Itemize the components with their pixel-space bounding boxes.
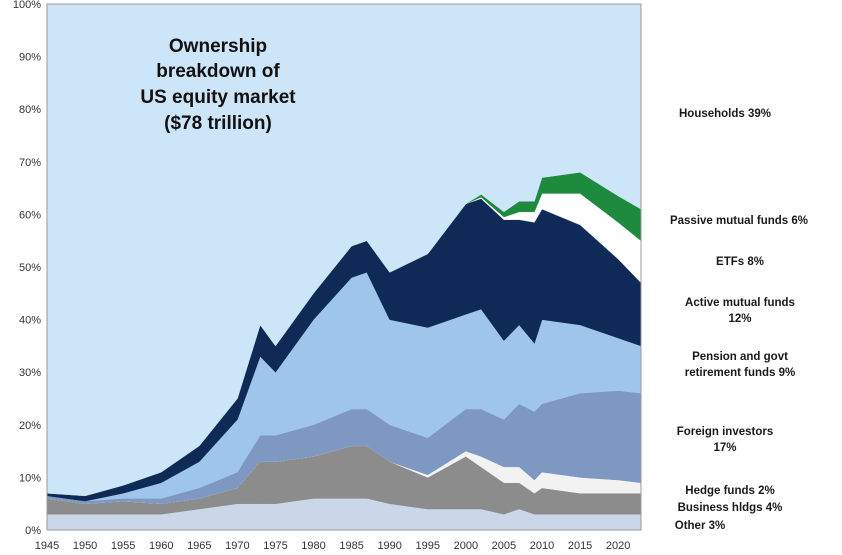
legend-active-mutual-funds: Active mutual funds 12%	[685, 297, 795, 325]
chart-title-line-4: ($78 trillion)	[164, 113, 272, 134]
legend-other: Other 3%	[674, 520, 726, 532]
y-tick-label: 0%	[25, 525, 41, 537]
legend-foreign-investors: Foreign investors 17%	[676, 426, 774, 454]
y-tick-label: 80%	[19, 104, 41, 116]
legend-pension-govt-retirement: Pension and govt retirement funds 9%	[684, 351, 796, 379]
y-tick-label: 30%	[19, 367, 41, 379]
y-tick-label: 10%	[19, 472, 41, 484]
plot-frame	[46, 3, 642, 531]
x-tick-label: 1960	[149, 540, 173, 552]
x-tick-label: 2015	[568, 540, 592, 552]
y-tick-label: 50%	[19, 262, 41, 274]
x-tick-label: 1955	[111, 540, 135, 552]
chart-title-line-1: Ownership	[169, 36, 267, 57]
x-tick-label: 1975	[263, 540, 287, 552]
x-tick-label: 1965	[187, 540, 211, 552]
y-tick-label: 100%	[13, 0, 41, 11]
y-tick-label: 70%	[19, 157, 41, 169]
legend-hedge-funds: Hedge funds 2%	[685, 485, 775, 497]
chart-title-line-3: US equity market	[140, 87, 296, 108]
x-tick-label: 1970	[225, 540, 249, 552]
x-tick-label: 2010	[530, 540, 554, 552]
x-tick-label: 1980	[301, 540, 325, 552]
x-tick-label: 1950	[73, 540, 97, 552]
y-axis: 0% 10% 20% 30% 40% 50% 60% 70% 80% 90% 100%	[13, 0, 41, 537]
legend-etfs: ETFs 8%	[716, 256, 764, 268]
x-tick-label: 1995	[416, 540, 440, 552]
legend-business-holdings: Business hldgs 4%	[677, 502, 783, 514]
x-tick-label: 1985	[339, 540, 363, 552]
x-tick-label: 2020	[606, 540, 630, 552]
y-tick-label: 40%	[19, 315, 41, 327]
x-tick-label: 2005	[492, 540, 516, 552]
x-tick-label: 1990	[377, 540, 401, 552]
plot-area	[46, 3, 642, 531]
chart-title-line-2: breakdown of	[156, 61, 280, 82]
y-tick-label: 20%	[19, 420, 41, 432]
x-axis: 1945 1950 1955 1960 1965 1970 1975 1980 1985 1990…	[35, 540, 631, 552]
x-tick-label: 2000	[454, 540, 478, 552]
y-tick-label: 90%	[19, 52, 41, 64]
legend-households: Households 39%	[678, 108, 772, 120]
legend-passive-mutual-funds: Passive mutual funds 6%	[669, 215, 809, 227]
y-tick-label: 60%	[19, 209, 41, 221]
x-tick-label: 1945	[35, 540, 59, 552]
